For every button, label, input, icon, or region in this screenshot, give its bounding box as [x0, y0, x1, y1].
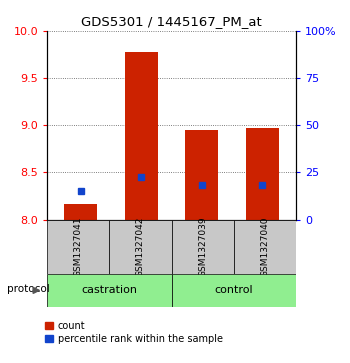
Text: GSM1327041: GSM1327041: [74, 217, 83, 277]
Bar: [47, 220, 109, 274]
Bar: [64, 204, 97, 220]
Bar: [246, 128, 279, 220]
Text: castration: castration: [81, 285, 137, 295]
Bar: [47, 274, 172, 307]
Text: GSM1327039: GSM1327039: [198, 216, 207, 277]
Bar: [172, 274, 296, 307]
Bar: [125, 52, 158, 220]
Title: GDS5301 / 1445167_PM_at: GDS5301 / 1445167_PM_at: [81, 15, 262, 28]
Text: GSM1327040: GSM1327040: [260, 217, 269, 277]
Text: protocol: protocol: [7, 284, 50, 294]
Text: GSM1327042: GSM1327042: [136, 217, 145, 277]
Legend: count, percentile rank within the sample: count, percentile rank within the sample: [45, 321, 223, 344]
Bar: [109, 220, 172, 274]
Text: control: control: [214, 285, 253, 295]
Bar: [172, 220, 234, 274]
Bar: [185, 130, 218, 220]
Bar: [234, 220, 296, 274]
